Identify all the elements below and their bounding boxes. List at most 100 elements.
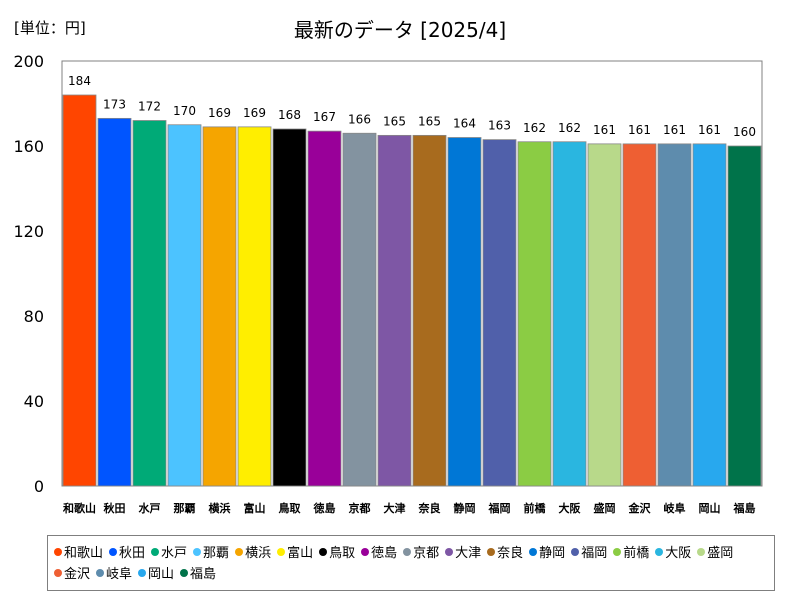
data-label: 163	[488, 119, 511, 133]
legend-item[interactable]: 水戸	[151, 541, 187, 562]
legend-label: 大津	[455, 546, 482, 561]
data-label: 167	[313, 110, 336, 124]
legend-item[interactable]: 盛岡	[697, 541, 733, 562]
plot-area	[61, 60, 763, 487]
bar[interactable]	[447, 137, 482, 487]
legend-label: 岡山	[148, 567, 175, 582]
legend-label: 徳島	[371, 546, 398, 561]
bar[interactable]	[622, 143, 657, 487]
bar[interactable]	[307, 130, 342, 487]
legend-label: 金沢	[64, 567, 91, 582]
legend-marker	[277, 547, 286, 556]
legend-item[interactable]: 岡山	[138, 562, 174, 583]
bar[interactable]	[552, 141, 587, 487]
data-label: 172	[138, 100, 161, 114]
legend-marker	[96, 568, 105, 577]
bar[interactable]	[482, 139, 517, 487]
x-tick-label: 富山	[244, 501, 266, 515]
legend-marker	[445, 547, 454, 556]
x-tick-label: 大津	[384, 501, 406, 515]
legend-item[interactable]: 福岡	[571, 541, 607, 562]
bar[interactable]	[517, 141, 552, 487]
legend-item[interactable]: 秋田	[109, 541, 145, 562]
legend-label: 前橋	[623, 546, 650, 561]
x-tick-label: 福島	[733, 501, 756, 515]
legend-marker	[151, 547, 160, 556]
legend-item[interactable]: 前橋	[613, 541, 649, 562]
legend-item[interactable]: 岐阜	[96, 562, 132, 583]
bar[interactable]	[272, 128, 307, 487]
legend-marker	[193, 547, 202, 556]
legend-marker	[529, 547, 538, 556]
data-label: 162	[523, 121, 546, 135]
legend-marker	[235, 547, 244, 556]
bar[interactable]	[132, 120, 167, 487]
legend-marker	[571, 547, 580, 556]
y-tick-label: 40	[24, 392, 44, 411]
legend-item[interactable]: 奈良	[487, 541, 523, 562]
legend-label: 横浜	[245, 546, 272, 561]
bar[interactable]	[342, 132, 377, 487]
legend-item[interactable]: 富山	[277, 541, 313, 562]
legend-marker	[361, 547, 370, 556]
legend-item[interactable]: 静岡	[529, 541, 565, 562]
legend-marker	[180, 568, 189, 577]
legend-label: 那覇	[203, 546, 230, 561]
x-tick-label: 秋田	[104, 501, 126, 515]
data-label: 162	[558, 121, 581, 135]
x-tick-label: 福岡	[488, 501, 511, 515]
legend-item[interactable]: 金沢	[54, 562, 90, 583]
legend-item[interactable]: 鳥取	[319, 541, 355, 562]
bar[interactable]	[167, 124, 202, 487]
legend-marker	[613, 547, 622, 556]
legend-marker	[697, 547, 706, 556]
x-tick-label: 金沢	[628, 501, 652, 515]
legend-item[interactable]: 京都	[403, 541, 439, 562]
legend-marker	[54, 568, 62, 577]
legend-label: 福岡	[581, 546, 608, 561]
legend-marker	[109, 547, 118, 556]
chart-legend: 和歌山 秋田 水戸 那覇 横浜 富山 鳥取 徳島 京都 大津 奈良 静岡 福岡 前橋 大阪 盛岡金沢 岐阜 岡山福…	[47, 535, 775, 591]
chart-title: 最新のデータ [2025/4]	[293, 18, 507, 42]
x-tick-label: 静岡	[454, 501, 476, 515]
bar[interactable]	[202, 126, 237, 487]
legend-item[interactable]: 徳島	[361, 541, 397, 562]
legend-item[interactable]: 和歌山	[54, 541, 103, 562]
bar[interactable]	[412, 134, 447, 487]
data-label: 184	[68, 74, 91, 88]
y-tick-label: 120	[13, 222, 44, 241]
bar[interactable]	[657, 143, 692, 487]
y-tick-label: 200	[13, 52, 44, 71]
data-label: 165	[383, 114, 406, 128]
legend-marker	[138, 568, 147, 577]
x-tick-label: 鳥取	[279, 501, 301, 515]
data-label: 161	[663, 123, 686, 137]
data-label: 165	[418, 114, 441, 128]
legend-label: 奈良	[497, 546, 524, 561]
bar[interactable]	[377, 134, 412, 487]
legend-item[interactable]: 横浜	[235, 541, 271, 562]
legend-item[interactable]: 福島	[180, 562, 216, 583]
unit-label: [単位：円]	[14, 19, 86, 37]
y-tick-label: 0	[34, 477, 44, 496]
bar[interactable]	[62, 94, 97, 487]
bar[interactable]	[237, 126, 272, 487]
legend-label: 富山	[287, 546, 314, 561]
legend-label: 静岡	[539, 546, 566, 561]
data-label: 161	[593, 123, 616, 137]
bar[interactable]	[692, 143, 727, 487]
legend-item[interactable]: 大阪	[655, 541, 691, 562]
y-tick-label: 80	[24, 307, 44, 326]
legend-marker	[54, 547, 62, 556]
x-tick-label: 前橋	[524, 501, 547, 515]
bar[interactable]	[587, 143, 622, 487]
bar[interactable]	[727, 145, 762, 487]
legend-marker	[319, 547, 328, 556]
legend-item[interactable]: 那覇	[193, 541, 229, 562]
bar[interactable]	[97, 117, 132, 487]
y-tick-label: 160	[13, 137, 44, 156]
x-tick-label: 横浜	[209, 501, 231, 515]
legend-label: 水戸	[161, 546, 188, 561]
x-tick-label: 那覇	[174, 502, 196, 515]
legend-item[interactable]: 大津	[445, 541, 481, 562]
